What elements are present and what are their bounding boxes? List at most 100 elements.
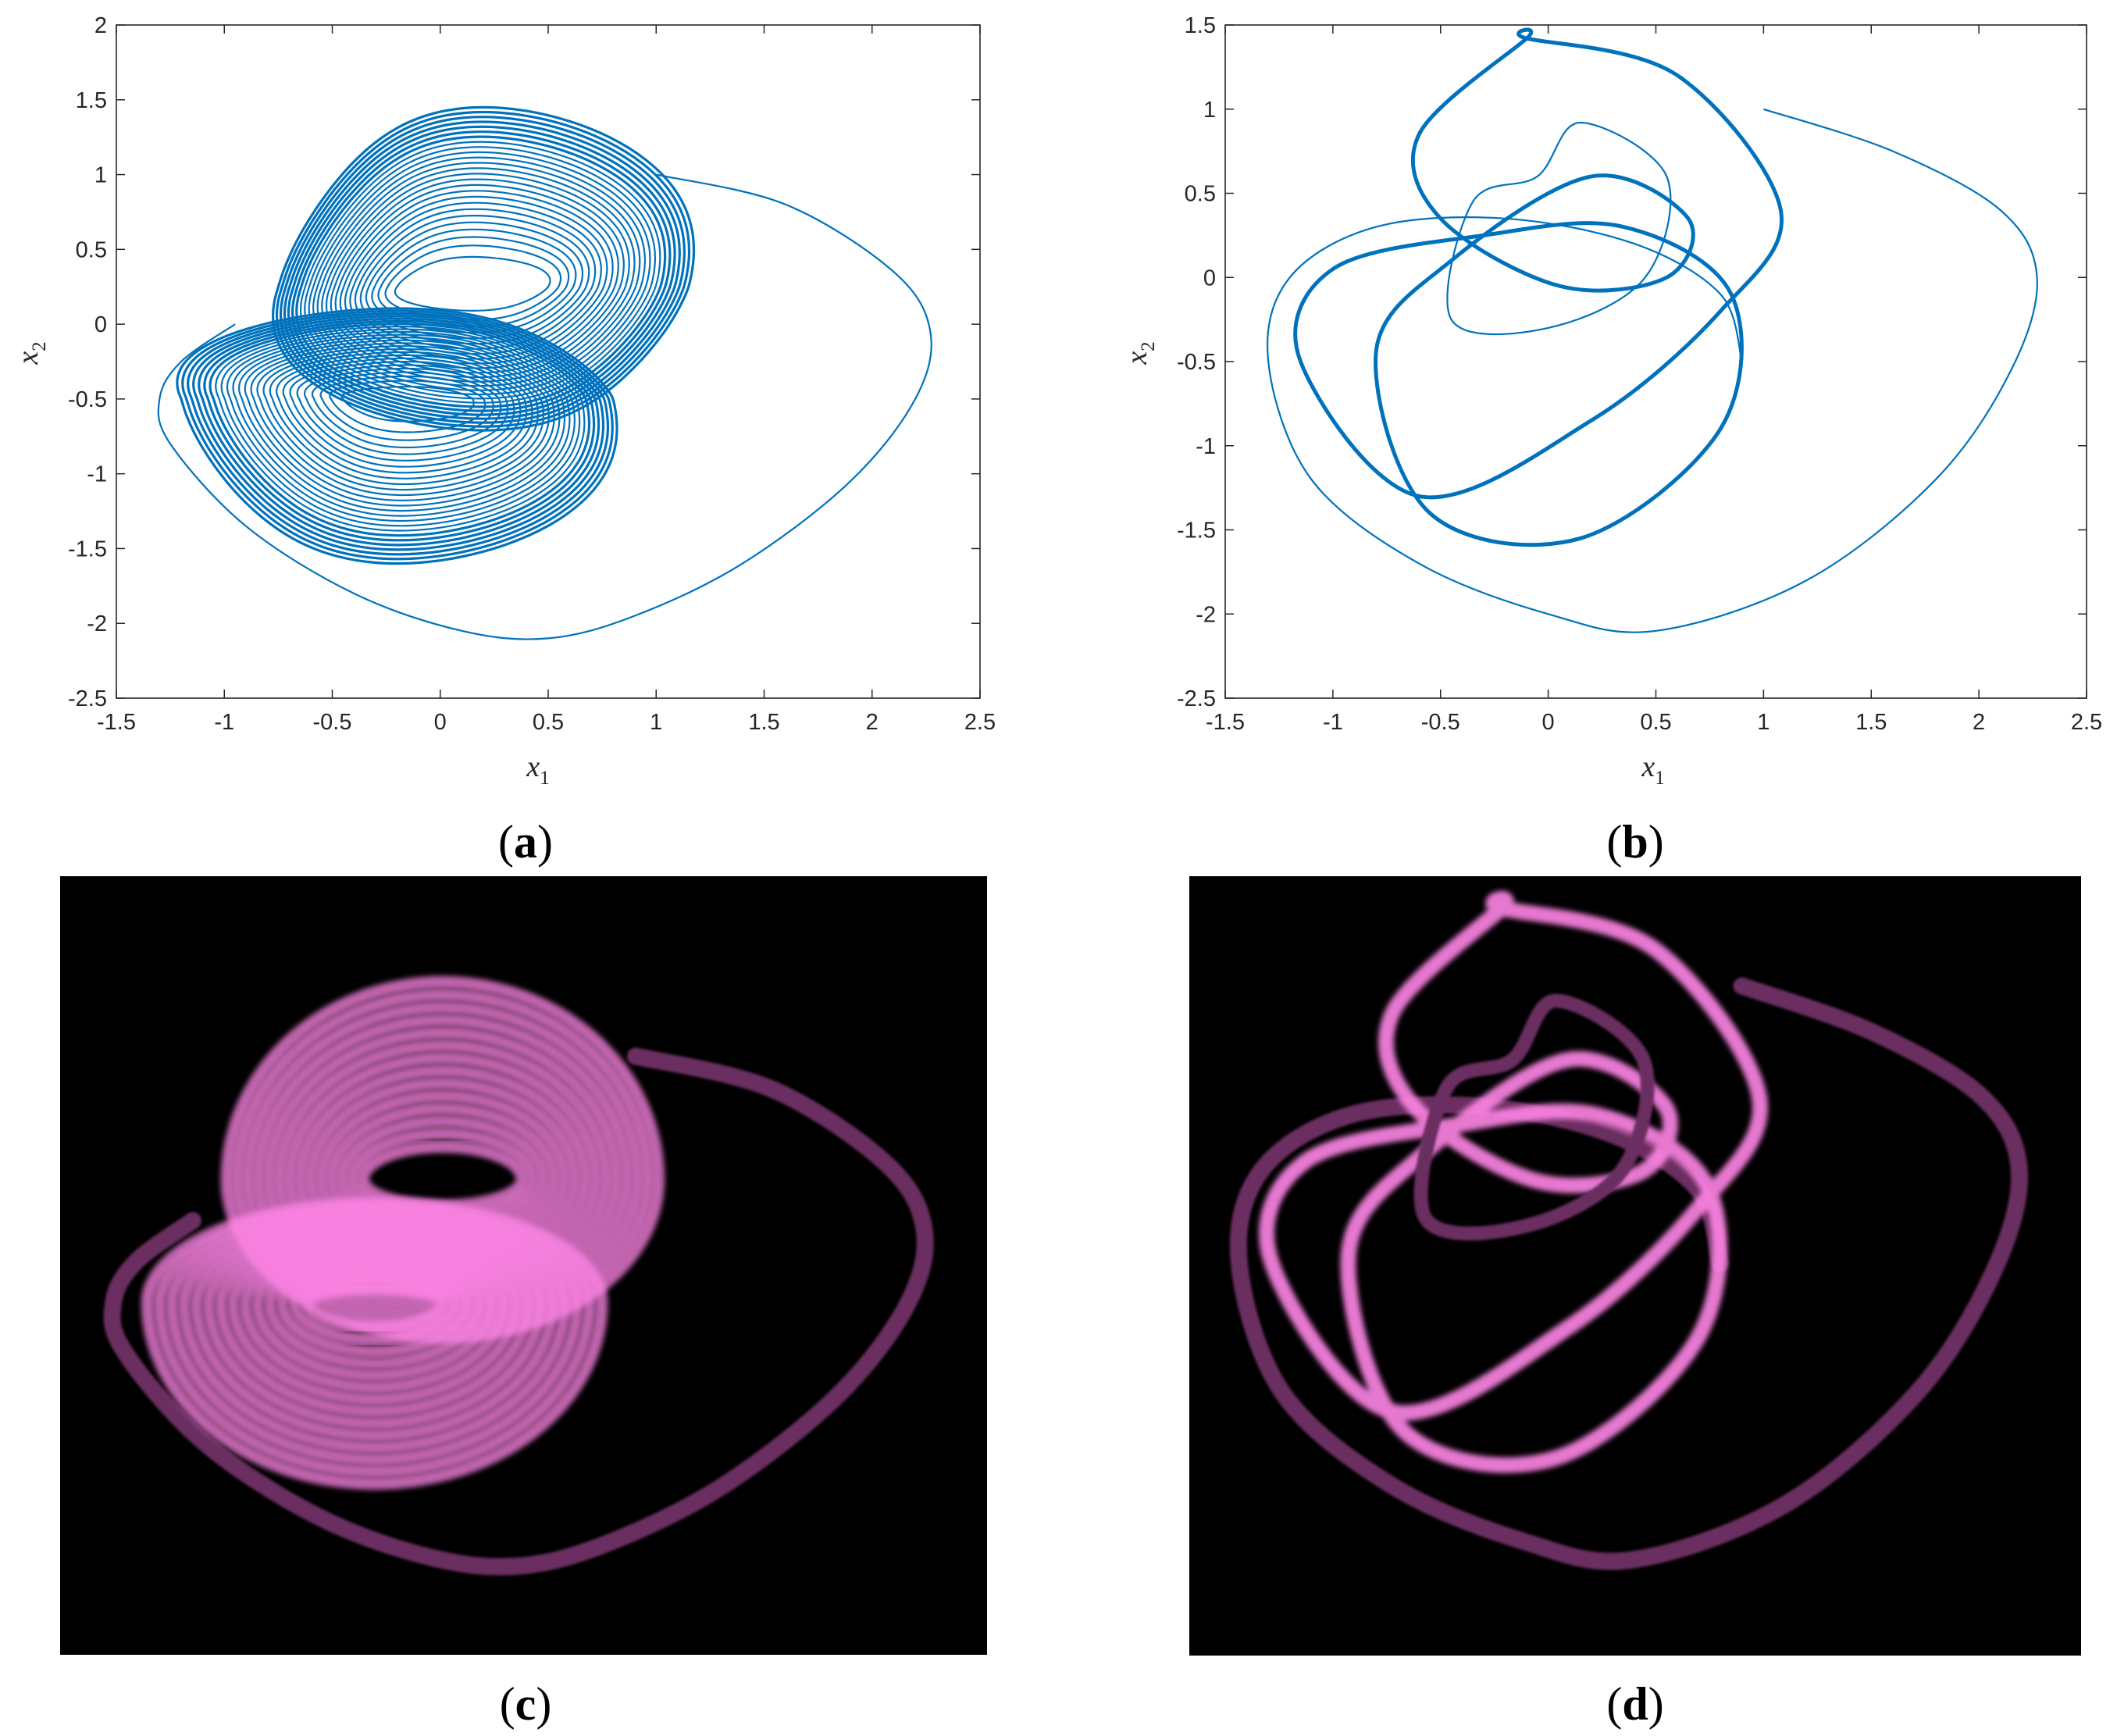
panel-a-y-tick-label: 0.5 <box>76 237 107 262</box>
image-bright-loop <box>141 1196 608 1490</box>
panel-a-y-tick-label: -0.5 <box>68 387 107 412</box>
panel-a-y-tick-label: -1.5 <box>68 536 107 561</box>
panel-a-attractor-loop <box>296 364 515 462</box>
panel-a-attractor-loop <box>319 375 494 441</box>
panel-a-attractor-loop <box>269 351 539 486</box>
panel-a-attractor-loop <box>256 345 551 497</box>
panel-d-pattern <box>1229 890 2029 1570</box>
image-bright-loop <box>177 1217 572 1454</box>
panel-a-attractor-loop <box>377 236 570 328</box>
panel-a-attractor-loop <box>181 309 614 561</box>
panel-a-attractor-loop <box>215 325 586 532</box>
panel-a-attractor-loop <box>220 328 581 527</box>
panel-a-label: (a) <box>498 816 553 868</box>
panel-b-ticks: -1.5 -1 -0.5 0 0.5 1 1.5 2 2.5 -2.5 -2 -1.5 -1 -0.5 0 0… <box>1177 13 2102 735</box>
panel-b-label: (b) <box>1606 816 1663 868</box>
panel-a-transient-line <box>157 173 932 640</box>
panel-a-y-axis-label: x2 <box>12 341 50 365</box>
panel-a-x-tick-label: 2.5 <box>964 710 996 735</box>
panel-a-attractor-loop <box>394 255 551 312</box>
image-bright-loop <box>190 1223 559 1442</box>
image-bright-loop <box>263 1263 486 1370</box>
panel-a-ticks: -1.5 -1 -0.5 0 0.5 1 1.5 2 2.5 -2.5 -2 -1.5 -1 -0.5 0 0… <box>68 13 996 735</box>
image-dim-loop <box>1413 993 1655 1241</box>
panel-a-attractor-loop <box>232 333 571 517</box>
panel-a-attractor-loop <box>329 380 486 433</box>
panel-a-attractor-loop <box>282 357 528 474</box>
image-bright-loop <box>214 1236 535 1418</box>
panel-a-attractor-loop <box>226 330 576 522</box>
panel-b-y-tick-label: -0.5 <box>1177 350 1216 375</box>
panel-b-y-tick-label: -2.5 <box>1177 686 1216 711</box>
panel-a-trajectory <box>157 105 932 640</box>
panel-a-x-tick-label: 0.5 <box>533 710 564 735</box>
image-bright-loop <box>251 1256 498 1382</box>
panel-a-attractor-loop <box>208 323 591 537</box>
panel-a-x-tick-label: 1 <box>650 710 662 735</box>
image-bright-loop <box>300 1282 449 1334</box>
panel-a-attractor-loop <box>203 319 596 542</box>
panel-a-attractor-loop <box>371 228 577 334</box>
panel-a-x-tick-label: 2 <box>866 710 879 735</box>
panel-a-attractor-loop <box>198 317 601 547</box>
panel-a-x-tick-label: 1.5 <box>748 710 779 735</box>
panel-d-label: (d) <box>1606 1678 1663 1730</box>
panel-a-y-tick-label: 0 <box>94 312 107 337</box>
panel-b-y-tick-label: 0 <box>1203 266 1216 291</box>
panel-b-y-tick-label: 1.5 <box>1185 13 1216 38</box>
panel-a-attractor-loop <box>308 151 651 396</box>
panel-b-y-tick-label: -1.5 <box>1177 519 1216 544</box>
panel-b-y-tick-label: 1 <box>1203 98 1216 123</box>
panel-a-x-tick-label: -0.5 <box>313 710 352 735</box>
panel-a-attractor-loop <box>340 386 475 422</box>
panel-a-attractor-loop <box>192 315 605 551</box>
image-dim-trace <box>103 1047 934 1576</box>
panel-b-x-axis-label: x1 <box>1641 750 1664 789</box>
panel-c-image: (c) <box>60 876 987 1730</box>
panel-b-x-tick-label: 0 <box>1542 710 1555 735</box>
panel-c-label: (c) <box>500 1678 552 1730</box>
panel-a-x-tick-label: -1.5 <box>97 710 136 735</box>
panel-b-plot-area <box>1224 24 2087 699</box>
panel-a-chart: -1.5 -1 -0.5 0 0.5 1 1.5 2 2.5 -2.5 -2 -1.5 -1 -0.5 0 0… <box>12 13 996 868</box>
panel-a-attractor-loop <box>316 162 641 387</box>
panel-b-trajectory <box>1266 27 2038 633</box>
panel-a-y-tick-label: -2 <box>87 611 107 636</box>
panel-a-y-tick-label: 1.5 <box>76 88 107 113</box>
image-bright-loop <box>226 1243 522 1406</box>
image-bright-loop <box>166 1210 584 1467</box>
panel-a-attractor-loop <box>275 110 691 428</box>
panel-a-attractor-loop <box>311 371 502 449</box>
panel-b-x-tick-label: -0.5 <box>1421 710 1460 735</box>
image-bright-loop <box>239 1249 511 1394</box>
image-bright-loop <box>357 1140 529 1213</box>
panel-b-chart: -1.5 -1 -0.5 0 0.5 1 1.5 2 2.5 -2.5 -2 -1.5 -1 -0.5 0 0… <box>1121 13 2102 868</box>
image-bright-loop <box>275 1269 474 1358</box>
panel-a-attractor-loop <box>237 336 566 512</box>
panel-a-x-tick-label: -1 <box>214 710 234 735</box>
panel-b-inner-loop-line <box>1446 121 1672 336</box>
image-bright-loop <box>202 1230 547 1430</box>
panel-a-attractor-loop <box>187 312 610 556</box>
panel-b-x-tick-label: -1.5 <box>1206 710 1245 735</box>
panel-a-y-tick-label: -1 <box>87 462 107 487</box>
panel-a-attractor-loop <box>304 146 657 400</box>
panel-b-y-tick-label: 0.5 <box>1185 182 1216 207</box>
panel-b-y-tick-label: -2 <box>1196 602 1216 627</box>
panel-a-attractor-loop <box>279 116 686 424</box>
panel-a-y-tick-label: -2.5 <box>68 686 107 711</box>
panel-b-x-tick-label: 2 <box>1973 710 1985 735</box>
panel-b-x-tick-label: 2.5 <box>2071 710 2102 735</box>
panel-b-x-tick-label: 0.5 <box>1640 710 1671 735</box>
panel-b-y-axis-label: x2 <box>1121 341 1159 365</box>
image-bright-loop <box>287 1276 462 1346</box>
panel-b-x-tick-label: -1 <box>1323 710 1343 735</box>
panel-a-attractor-loop <box>244 339 561 507</box>
panel-a-attractor-loop <box>289 360 522 468</box>
panel-b-x-tick-label: 1.5 <box>1855 710 1887 735</box>
panel-a-y-tick-label: 1 <box>94 163 107 188</box>
panel-b-limit-cycle-line <box>1293 27 1784 547</box>
panel-c-pattern <box>103 975 934 1576</box>
panel-a-attractor-loop <box>325 173 630 379</box>
